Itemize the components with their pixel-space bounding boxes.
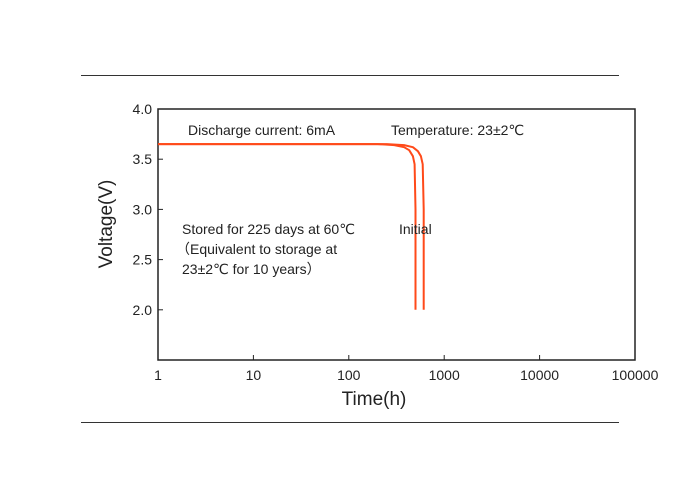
y-tick-label: 2.0 <box>133 302 153 318</box>
temperature-annotation: Temperature: 23±2℃ <box>391 122 524 138</box>
initial-annotation: Initial <box>399 221 432 237</box>
x-tick-label: 10000 <box>520 367 559 383</box>
stored-annotation-line1: Stored for 225 days at 60℃ <box>182 221 355 237</box>
y-tick-label: 3.0 <box>133 201 153 217</box>
y-tick-label: 3.5 <box>133 151 153 167</box>
x-tick-label: 10 <box>246 367 262 383</box>
stored-annotation-line2: （Equivalent to storage at <box>176 241 337 257</box>
stored-annotation-line3: 23±2℃ for 10 years） <box>182 261 321 277</box>
x-tick-label: 100000 <box>612 367 659 383</box>
x-tick-label: 1000 <box>429 367 460 383</box>
y-tick-label: 2.5 <box>133 252 153 268</box>
discharge-current-annotation: Discharge current: 6mA <box>188 122 336 138</box>
x-tick-label: 100 <box>337 367 361 383</box>
x-axis-label: Time(h) <box>342 389 407 410</box>
y-tick-label: 4.0 <box>133 101 153 117</box>
y-axis-label: Voltage(V) <box>96 180 117 269</box>
x-tick-label: 1 <box>154 367 162 383</box>
